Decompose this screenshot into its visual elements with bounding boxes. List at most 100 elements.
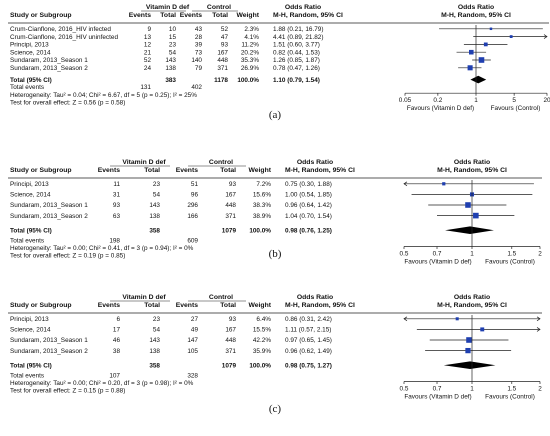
total-control: 47 — [221, 34, 229, 41]
table-row: Sundaram, 2013_Season 2 38 138 105 371 35.9% 0… — [10, 347, 512, 355]
ci-arrow — [536, 327, 541, 332]
events-vitd: 38 — [113, 348, 121, 355]
events-control: 51 — [191, 181, 199, 188]
axis-tick-label: 1 — [470, 385, 474, 392]
total-vitd: 143 — [149, 337, 160, 344]
odds-ratio-ci: 1.26 (0.85, 1.87) — [273, 57, 320, 64]
total-events-control: 609 — [187, 237, 198, 244]
total-or-ci: 0.98 (0.76, 1.25) — [285, 227, 332, 234]
pooled-diamond — [445, 226, 494, 234]
ci-arrow — [403, 181, 408, 187]
events-control: 43 — [195, 26, 203, 33]
effect-square — [465, 202, 471, 208]
total-control: 448 — [225, 337, 236, 344]
total-vitd: 23 — [169, 42, 177, 49]
study-name: Science, 2014 — [10, 49, 51, 56]
study-name: Crum-Cianflone, 2016_HIV uninfected — [10, 34, 118, 41]
axis-tick-label: 2 — [538, 385, 542, 392]
study-name: Science, 2014 — [10, 192, 51, 199]
weight-value: 11.2% — [241, 42, 259, 49]
overall-effect-text: Test for overall effect: Z = 0.15 (p = 0… — [10, 388, 125, 395]
weight-value: 20.2% — [241, 49, 259, 56]
weight-value: 7.2% — [256, 181, 271, 188]
col-header-total: Total — [160, 12, 176, 19]
total-or-ci: 1.10 (0.79, 1.54) — [273, 77, 320, 84]
group-header-control: Control — [207, 4, 231, 11]
favours-right: Favours (Control) — [485, 393, 535, 400]
table-row: Science, 2014 31 54 96 167 15.6% 1.00 (0.54, 1… — [10, 192, 533, 199]
odds-ratio-ci: 0.96 (0.62, 1.49) — [285, 348, 332, 355]
total-events-label: Total events — [10, 372, 44, 379]
plot-header-title: Odds Ratio — [454, 159, 490, 166]
weight-value: 26.9% — [241, 65, 259, 72]
or-header-title: Odds Ratio — [285, 4, 321, 11]
total-vitd: 358 — [149, 362, 160, 369]
total-vitd: 54 — [169, 49, 177, 56]
forest-plot-panel-a: Vitamin D def Control Odds Ratio Odds Ratio… — [8, 4, 550, 121]
axis-tick-label: 1.5 — [507, 385, 516, 392]
table-row: Sundaram, 2013_Season 2 63 138 166 371 38.9% 1… — [10, 212, 515, 220]
total-events-label: Total events — [10, 84, 44, 91]
events-control: 166 — [187, 213, 198, 220]
total-control: 371 — [225, 213, 236, 220]
total-control: 371 — [225, 348, 236, 355]
pooled-diamond — [443, 361, 496, 369]
panel-caption: (b) — [269, 248, 282, 260]
events-vitd: 52 — [144, 57, 152, 64]
group-header-vitamin-d: Vitamin D def — [122, 294, 166, 301]
col-header-total: Total — [212, 12, 228, 19]
study-name: Sundaram, 2013_Season 1 — [10, 337, 88, 344]
panel-caption: (a) — [269, 109, 282, 121]
events-vitd: 21 — [144, 49, 152, 56]
effect-square — [465, 347, 471, 354]
events-control: 49 — [191, 327, 199, 334]
total-vitd: 143 — [165, 57, 176, 64]
total-row: Total (95% CI) 358 1079 100.0% 0.98 (0.75, 1… — [10, 361, 496, 369]
total-weight: 100.0% — [237, 77, 259, 84]
events-control: 96 — [191, 192, 199, 199]
table-row: Principi, 2013 6 23 27 93 6.4% 0.86 (0.31, 2.4… — [10, 316, 541, 323]
plot-header-sub: M-H, Random, 95% CI — [437, 167, 507, 174]
group-header-control: Control — [209, 294, 233, 301]
total-vitd: 15 — [169, 34, 177, 41]
col-header-or: M-H, Random, 95% CI — [285, 167, 355, 174]
events-control: 147 — [187, 337, 198, 344]
events-vitd: 17 — [113, 327, 121, 334]
panel-caption: (c) — [269, 403, 282, 415]
weight-value: 38.9% — [253, 213, 271, 220]
odds-ratio-ci: 0.97 (0.65, 1.45) — [285, 337, 332, 344]
odds-ratio-ci: 1.88 (0.21, 16.79) — [273, 26, 323, 33]
odds-ratio-ci: 4.41 (0.89, 21.82) — [273, 34, 323, 41]
table-row: Crum-Cianflone, 2016_HIV infected 9 10 43 52… — [10, 26, 543, 33]
total-or-ci: 0.98 (0.75, 1.27) — [285, 362, 332, 369]
odds-ratio-ci: 0.82 (0.44, 1.53) — [273, 49, 320, 56]
events-vitd: 24 — [144, 65, 152, 72]
weight-value: 2.3% — [244, 26, 259, 33]
odds-ratio-ci: 1.51 (0.60, 3.77) — [273, 42, 320, 49]
effect-square — [480, 327, 485, 332]
table-row: Crum-Cianflone, 2016_HIV uninfected 13 15 2… — [10, 34, 548, 41]
total-vitd: 54 — [153, 192, 161, 199]
total-vitd: 138 — [165, 65, 176, 72]
total-vitd: 23 — [153, 181, 161, 188]
weight-value: 15.5% — [253, 327, 271, 334]
axis-tick-label: 2 — [538, 250, 542, 257]
total-control: 448 — [217, 57, 228, 64]
table-row: Principi, 2013 11 23 51 93 7.2% 0.75 (0.30, 1.… — [10, 181, 534, 188]
odds-ratio-ci: 1.00 (0.54, 1.85) — [285, 192, 332, 199]
pooled-diamond — [470, 75, 487, 84]
col-header-total: Total — [144, 167, 160, 174]
total-control: 1079 — [222, 227, 237, 234]
table-row: Science, 2014 17 54 49 167 15.5% 1.11 (0.57, 2… — [10, 327, 541, 334]
col-header-study: Study or Subgroup — [10, 167, 72, 174]
table-row: Science, 2014 21 54 73 167 20.2% 0.82 (0.44, 1… — [10, 49, 487, 56]
odds-ratio-ci: 1.11 (0.57, 2.15) — [285, 327, 331, 334]
total-vitd: 10 — [169, 26, 177, 33]
study-name: Principi, 2013 — [10, 42, 49, 49]
events-control: 39 — [195, 42, 203, 49]
effect-square — [509, 35, 513, 39]
col-header-total: Total — [220, 167, 236, 174]
total-label: Total (95% CI) — [10, 362, 52, 369]
total-events-vitd: 107 — [109, 372, 120, 379]
events-vitd: 13 — [144, 34, 152, 41]
